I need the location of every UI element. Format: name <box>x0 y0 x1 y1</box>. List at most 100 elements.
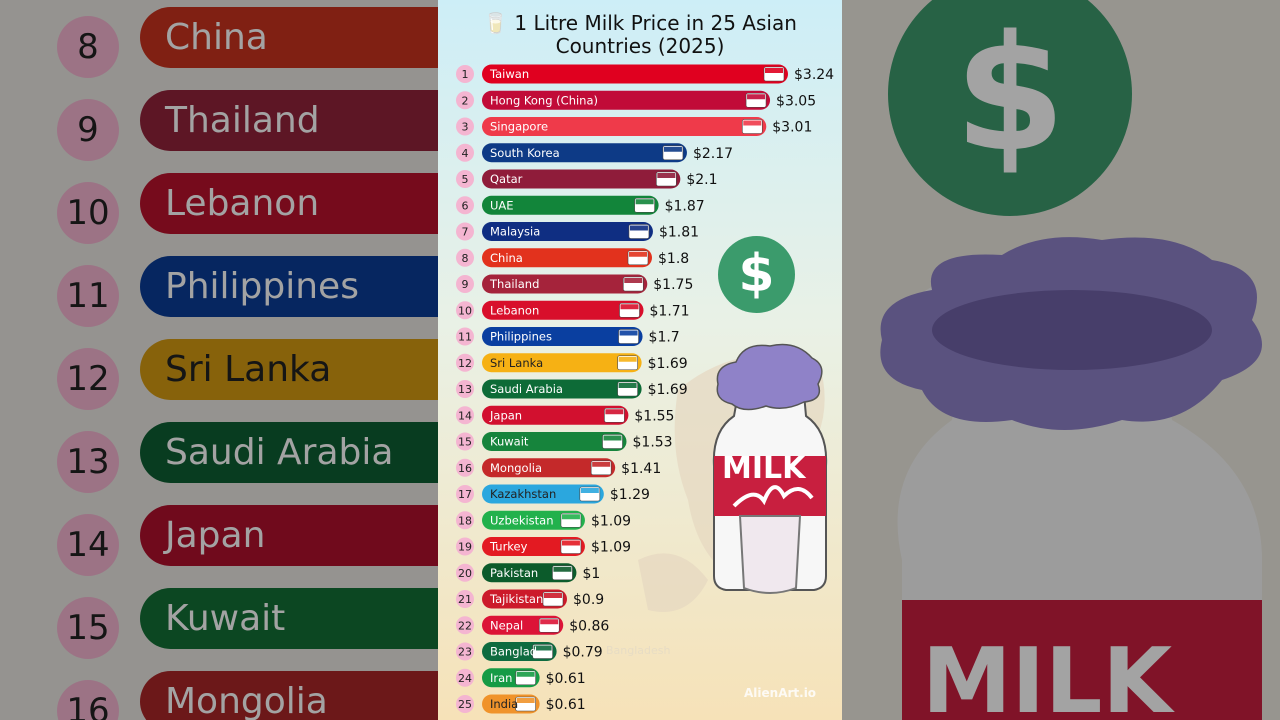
rank-label: 5 <box>462 173 469 186</box>
rank-badge <box>456 668 474 687</box>
value-label: $3.05 <box>776 93 816 109</box>
background-dim-overlay <box>842 0 1280 720</box>
bar-row: 21 Tajikistan $0.9 <box>456 589 604 609</box>
country-label: Taiwan <box>489 67 529 81</box>
value-label: $1.71 <box>650 303 690 319</box>
background-country-bar: Saudi Arabia <box>140 422 438 483</box>
bar-row: 19 Turkey $1.09 <box>456 537 631 556</box>
value-label: $1.8 <box>658 251 689 267</box>
rank-label: 23 <box>458 646 472 659</box>
country-label: UAE <box>490 198 514 212</box>
rank-badge <box>456 196 474 215</box>
bar-row: 16 Mongolia $1.41 <box>456 458 661 478</box>
country-label: Japan <box>489 408 522 422</box>
flag-stripe <box>629 225 648 231</box>
flag-stripe <box>561 514 580 520</box>
bar-row: 4 South Korea $2.17 <box>456 143 733 163</box>
value-label: $1.75 <box>653 277 693 293</box>
country-label: Lebanon <box>490 303 539 317</box>
rank-badge <box>456 170 474 188</box>
rank-label: 24 <box>458 672 472 685</box>
bar-row: 12 Sri Lanka $1.69 <box>456 353 688 373</box>
flag-stripe <box>629 251 647 257</box>
flag-stripe <box>580 488 599 493</box>
bar-row: 22 Nepal $0.86 <box>456 615 609 635</box>
background-milk-bottle-icon: MILK <box>880 237 1262 720</box>
rank-label: 13 <box>458 383 472 396</box>
bar <box>482 222 653 241</box>
milk-bottle-label: MILK <box>722 451 807 486</box>
background-left-zoom: 8 China 9 Thailand 10 Lebanon 11 Philippines 12 S… <box>0 0 438 720</box>
country-label: Kuwait <box>490 435 529 449</box>
value-label: $1.41 <box>621 461 661 477</box>
rank-label: 7 <box>462 226 469 239</box>
rank-badge <box>456 432 474 451</box>
country-label: Mongolia <box>490 461 542 475</box>
rank-badge <box>456 537 474 556</box>
rank-badge <box>456 406 474 425</box>
flag-stripe <box>743 120 762 126</box>
bar <box>482 117 767 136</box>
value-label: $1.81 <box>659 225 699 241</box>
bar <box>482 248 652 268</box>
bar <box>482 537 585 556</box>
rank-badge <box>456 380 474 398</box>
flag-stripe <box>533 645 552 651</box>
rank-badge <box>456 222 474 241</box>
background-country-bar: Thailand <box>140 90 438 151</box>
background-rank-badge: 8 <box>57 16 119 78</box>
flag-stripe <box>540 619 559 625</box>
country-label: Nepal <box>490 618 523 632</box>
bar <box>482 195 659 215</box>
flag-stripe <box>561 540 580 546</box>
bar-row: 6 UAE $1.87 <box>456 195 705 215</box>
bar-row: 24 Iran $0.61 <box>456 668 586 688</box>
rank-badge <box>456 695 474 713</box>
rank-label: 1 <box>462 68 469 81</box>
rank-label: 20 <box>458 567 472 580</box>
flag-stripe <box>747 94 766 100</box>
value-label: $0.61 <box>546 671 586 687</box>
rank-badge <box>456 616 474 635</box>
bar-row: 23 Banglad $0.79 <box>456 642 603 661</box>
bar <box>482 353 642 373</box>
rank-label: 21 <box>458 593 472 606</box>
bar <box>482 327 643 346</box>
bar-row: 20 Pakistan $1 <box>456 563 600 583</box>
background-country-bar: China <box>140 7 438 68</box>
rank-badge <box>456 327 474 346</box>
value-label: $1.53 <box>633 435 673 451</box>
value-label: $1 <box>582 566 600 582</box>
bar-row: 15 Kuwait $1.53 <box>456 432 673 451</box>
country-label: Sri Lanka <box>490 356 543 370</box>
rank-label: 9 <box>462 278 469 291</box>
rank-label: 17 <box>458 488 472 501</box>
rank-badge <box>456 458 474 477</box>
background-rank-badge: 14 <box>57 514 119 576</box>
bar-row: 3 Singapore $3.01 <box>456 117 812 136</box>
ghost-country-label: Bangladesh <box>606 644 671 657</box>
bar-row: 10 Lebanon $1.71 <box>456 300 690 320</box>
background-country-bar: Mongolia <box>140 671 438 720</box>
rank-label: 25 <box>458 698 472 711</box>
value-label: $3.01 <box>772 120 812 136</box>
flag-stripe <box>619 330 638 336</box>
flag-stripe <box>544 593 562 598</box>
rank-label: 8 <box>462 252 469 265</box>
rank-label: 4 <box>462 147 469 160</box>
country-label: Saudi Arabia <box>490 382 563 396</box>
bar-row: 5 Qatar $2.1 <box>456 169 718 189</box>
flag-stripe <box>624 278 643 283</box>
background-right-zoom: $ MILK <box>842 0 1280 720</box>
bar-row: 25 India $0.61 <box>456 694 586 714</box>
rank-badge <box>456 275 474 293</box>
background-rank-badge: 15 <box>57 597 119 659</box>
flag-stripe <box>635 199 654 205</box>
bar <box>482 90 771 110</box>
bar <box>482 169 681 189</box>
bar-row: 18 Uzbekistan $1.09 <box>456 510 631 530</box>
value-label: $1.69 <box>648 356 688 372</box>
chart-title-line-2: Countries (2025) <box>555 34 725 58</box>
rank-badge <box>456 563 474 582</box>
rank-label: 22 <box>458 619 472 632</box>
